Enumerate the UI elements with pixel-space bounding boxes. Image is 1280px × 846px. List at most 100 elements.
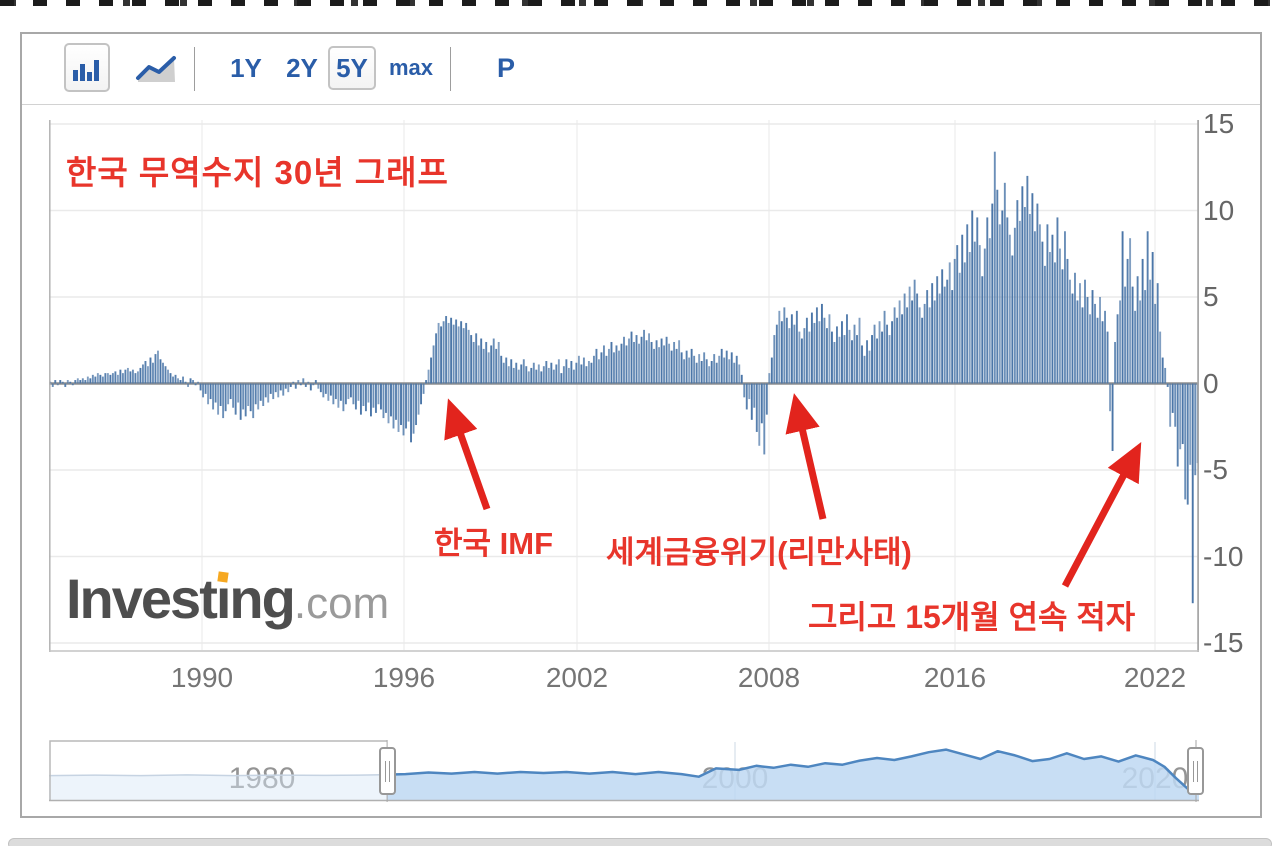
y-axis-label: -15 — [1203, 627, 1243, 658]
trade-balance-bar — [507, 366, 510, 384]
trade-balance-bar — [948, 262, 951, 384]
trade-balance-bar — [154, 354, 157, 384]
trade-balance-bar — [64, 383, 67, 387]
navigator-left-handle[interactable] — [379, 747, 396, 795]
trade-balance-bar — [998, 224, 1001, 384]
trade-balance-bar — [289, 383, 292, 387]
range-1y-button[interactable]: 1Y — [220, 46, 272, 90]
trade-balance-bar — [197, 381, 200, 384]
trade-balance-bar — [61, 381, 64, 384]
trade-balance-bar — [1114, 341, 1117, 384]
y-axis-label: -5 — [1203, 454, 1228, 485]
trade-balance-bar — [334, 383, 337, 400]
trade-balance-bar — [242, 383, 245, 410]
trade-balance-bar — [555, 364, 558, 384]
trade-balance-bar — [337, 383, 340, 408]
trade-balance-bar — [683, 359, 686, 384]
navigator-right-handle[interactable] — [1187, 747, 1204, 795]
trade-balance-bar — [730, 352, 733, 384]
trade-balance-bar — [798, 331, 801, 384]
navigator-selected-area — [387, 749, 1199, 800]
trade-balance-bar — [119, 369, 122, 384]
trade-balance-bar — [1074, 272, 1076, 384]
trade-balance-bar — [916, 293, 919, 384]
trade-balance-bar — [264, 383, 267, 398]
trade-balance-bar — [608, 348, 610, 384]
trade-balance-bar — [157, 350, 159, 384]
trade-balance-bar — [733, 362, 736, 384]
trade-balance-bar — [713, 354, 716, 384]
page-scrollbar[interactable] — [8, 838, 1272, 846]
deficit-arrow — [1061, 441, 1142, 588]
trade-balance-bar — [56, 383, 59, 386]
trade-balance-bar — [362, 383, 365, 406]
trade-balance-bar — [324, 383, 327, 394]
trade-balance-bar — [234, 383, 237, 415]
trade-balance-bar — [520, 364, 523, 384]
trade-balance-bar — [1008, 234, 1011, 384]
range-max-button[interactable]: max — [382, 46, 440, 90]
trade-balance-bar — [542, 366, 545, 384]
trade-balance-bar — [472, 341, 475, 384]
trade-balance-bar — [911, 300, 914, 384]
trade-balance-bar — [94, 376, 97, 384]
trade-balance-bar — [828, 314, 831, 384]
trade-balance-bar — [537, 364, 540, 384]
trade-balance-bar — [585, 366, 588, 384]
p-button[interactable]: P — [484, 46, 528, 90]
trade-balance-bar — [778, 310, 781, 384]
trade-balance-bar — [557, 359, 560, 384]
range-2y-button[interactable]: 2Y — [276, 46, 328, 90]
trade-balance-bar — [1139, 300, 1142, 384]
trade-balance-bar — [227, 383, 230, 405]
bar-chart-type-button[interactable] — [64, 43, 110, 92]
range-5y-button[interactable]: 5Y — [328, 46, 376, 90]
trade-balance-bar — [858, 317, 861, 384]
trade-balance-bar — [650, 341, 653, 384]
trade-balance-bar — [272, 383, 275, 400]
trade-balance-bar — [760, 383, 763, 424]
trade-balance-bar — [512, 367, 515, 384]
trade-balance-bar — [457, 326, 460, 384]
line-chart-type-button[interactable] — [132, 48, 180, 90]
trade-balance-bar — [427, 369, 430, 384]
trade-balance-bar — [613, 352, 615, 384]
gfc-arrow — [785, 393, 827, 520]
range-navigator[interactable]: 198020002020 — [49, 740, 1204, 802]
trade-balance-bar — [928, 307, 931, 384]
trade-balance-bar — [297, 380, 300, 384]
trade-balance-bar — [886, 324, 889, 384]
trade-balance-bar — [96, 373, 99, 384]
trade-balance-bar — [856, 335, 858, 384]
trade-balance-bar — [179, 380, 182, 384]
trade-balance-bar — [973, 241, 976, 384]
trade-balance-bar — [868, 350, 871, 384]
trade-balance-bar — [1169, 383, 1172, 427]
trade-balance-bar — [815, 307, 818, 384]
trade-balance-bar — [1121, 231, 1124, 384]
trade-balance-bar — [888, 335, 891, 384]
trade-balance-bar — [1053, 262, 1056, 384]
trade-balance-bar — [104, 373, 107, 384]
trade-balance-bar — [653, 348, 656, 384]
trade-balance-bar — [86, 376, 89, 384]
trade-balance-bar — [785, 317, 788, 384]
trade-balance-bar — [705, 359, 708, 384]
trade-balance-bar — [1116, 314, 1119, 384]
trade-balance-bar — [953, 258, 956, 384]
trade-balance-bar — [121, 373, 124, 384]
trade-balance-bar — [116, 374, 119, 384]
trade-balance-bar — [187, 383, 189, 387]
trade-balance-bar — [1079, 283, 1081, 384]
trade-balance-bar — [988, 238, 991, 384]
trade-balance-bar — [1099, 297, 1101, 384]
trade-balance-bar — [575, 362, 578, 384]
trade-balance-bar — [385, 383, 387, 413]
trade-balance-bar — [971, 210, 974, 384]
trade-balance-bar — [758, 383, 761, 446]
trade-balance-bar — [1151, 252, 1154, 384]
trade-balance-bar — [1141, 258, 1144, 384]
trade-balance-bar — [485, 341, 488, 384]
main-chart-plot[interactable]: 15 10 5 0 -5 -10 -15 1990 1996 2002 2008 2016 2022 … — [22, 106, 1260, 738]
trade-balance-bar — [547, 367, 550, 384]
